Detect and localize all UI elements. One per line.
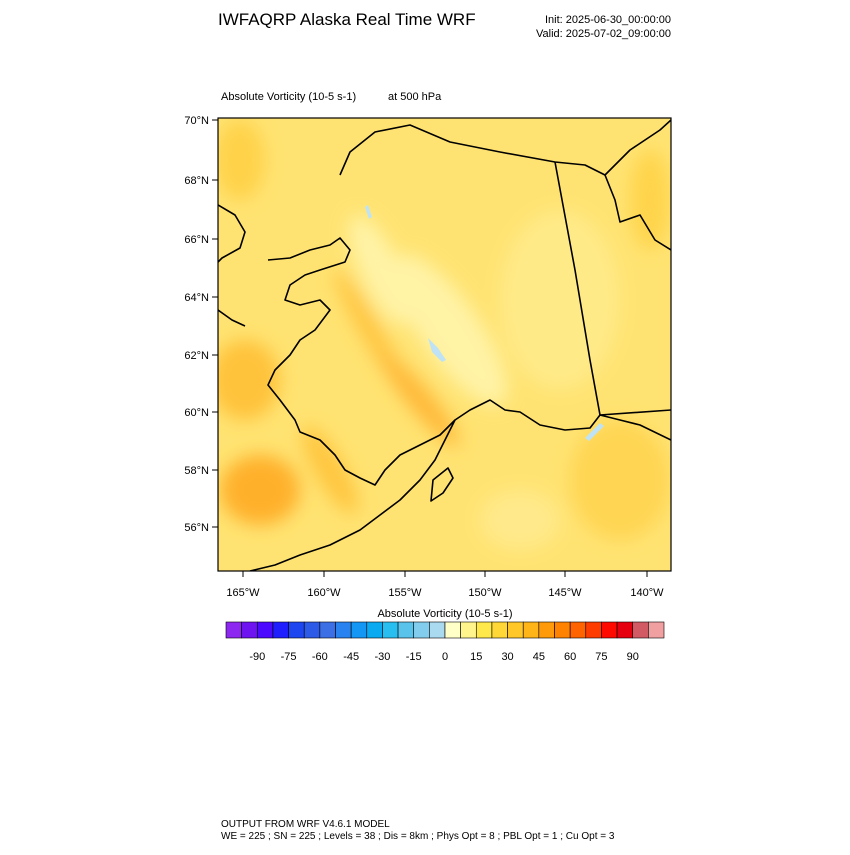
colorbar-label: 60 xyxy=(564,651,576,663)
colorbar-title: Absolute Vorticity (10-5 s-1) xyxy=(377,608,512,620)
title: IWFAQRP Alaska Real Time WRF xyxy=(218,10,476,29)
colorbar-box xyxy=(272,621,289,639)
colorbar-label: -45 xyxy=(343,651,359,663)
colorbar-label: 75 xyxy=(595,651,607,663)
colorbar-box xyxy=(444,621,461,639)
colorbar-box xyxy=(491,621,508,639)
colorbar-box xyxy=(256,621,274,639)
map-frame xyxy=(217,117,672,572)
lon-label: 145°W xyxy=(548,587,582,599)
colorbar-box xyxy=(241,621,258,639)
colorbar-box xyxy=(648,621,665,639)
init-time: Init: 2025-06-30_00:00:00 xyxy=(545,14,671,26)
level-label: at 500 hPa xyxy=(388,91,442,103)
footer-line: OUTPUT FROM WRF V4.6.1 MODEL xyxy=(221,819,390,830)
lat-label: 58°N xyxy=(184,465,209,477)
colorbar-box xyxy=(288,621,305,639)
colorbar-box xyxy=(350,621,368,639)
colorbar-box xyxy=(303,621,321,639)
lon-label: 155°W xyxy=(388,587,422,599)
colorbar-box xyxy=(569,621,587,639)
colorbar-box xyxy=(616,621,634,639)
colorbar-label: 15 xyxy=(470,651,482,663)
lat-label: 64°N xyxy=(184,292,209,304)
colorbar-label: -90 xyxy=(249,651,265,663)
colorbar-box xyxy=(429,621,446,639)
colorbar-box xyxy=(538,621,555,639)
footer-line: WE = 225 ; SN = 225 ; Levels = 38 ; Dis … xyxy=(221,831,615,842)
colorbar-box xyxy=(319,621,336,639)
lat-label: 56°N xyxy=(184,522,209,534)
colorbar-box xyxy=(475,621,493,639)
colorbar-box xyxy=(335,621,352,639)
colorbar-box xyxy=(225,621,242,639)
lon-label: 165°W xyxy=(226,587,260,599)
valid-time: Valid: 2025-07-02_09:00:00 xyxy=(536,28,671,40)
colorbar-label: 0 xyxy=(442,651,448,663)
lon-label: 140°W xyxy=(630,587,664,599)
colorbar-box xyxy=(507,621,524,639)
colorbar-box xyxy=(632,621,649,639)
colorbar-box xyxy=(601,621,618,639)
lat-labels: 70°N 68°N 66°N 64°N 62°N 60°N 58°N 56°N xyxy=(184,115,218,534)
colorbar-box xyxy=(366,621,383,639)
colorbar-box xyxy=(554,621,571,639)
lat-label: 62°N xyxy=(184,350,209,362)
field-label: Absolute Vorticity (10-5 s-1) xyxy=(221,91,356,103)
colorbar-label: -30 xyxy=(374,651,390,663)
colorbar-label: 45 xyxy=(533,651,545,663)
lat-label: 70°N xyxy=(184,115,209,127)
colorbar-box xyxy=(382,621,399,639)
map-field xyxy=(218,118,671,571)
lon-label: 150°W xyxy=(468,587,502,599)
colorbar-box xyxy=(460,621,477,639)
colorbar-box xyxy=(397,621,415,639)
colorbar-label: -75 xyxy=(281,651,297,663)
colorbar-box xyxy=(413,621,430,639)
colorbar: -90 -75 -60 -45 -30 -15 0 15 30 45 60 75 90 xyxy=(225,621,665,663)
colorbar-label: 30 xyxy=(501,651,513,663)
colorbar-box xyxy=(585,621,602,639)
colorbar-label: -60 xyxy=(312,651,328,663)
lat-label: 60°N xyxy=(184,407,209,419)
lat-label: 68°N xyxy=(184,175,209,187)
lon-label: 160°W xyxy=(307,587,341,599)
colorbar-label: 90 xyxy=(627,651,639,663)
colorbar-box xyxy=(522,621,540,639)
colorbar-label: -15 xyxy=(406,651,422,663)
lat-label: 66°N xyxy=(184,234,209,246)
lon-labels: 165°W 160°W 155°W 150°W 145°W 140°W xyxy=(226,571,664,599)
